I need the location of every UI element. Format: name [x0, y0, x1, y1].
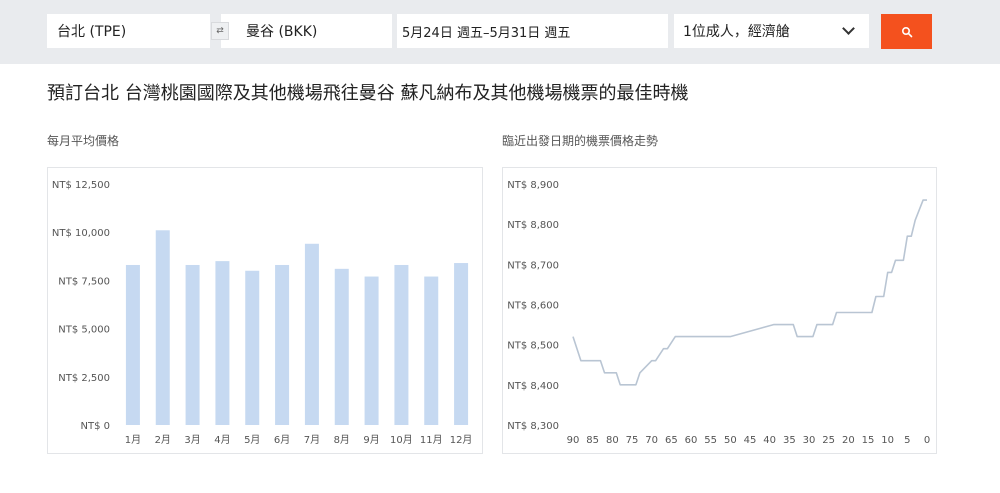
x-tick-label: 25 [822, 435, 835, 446]
x-tick-label: 0 [924, 435, 930, 446]
origin-value: 台北 (TPE) [57, 24, 127, 40]
x-tick-label: 55 [704, 435, 717, 446]
x-tick-label: 6月 [274, 434, 290, 446]
passenger-class-select[interactable]: 1位成人，經濟艙 [674, 14, 869, 48]
y-tick-label: NT$ 0 [81, 421, 111, 432]
x-tick-label: 65 [665, 435, 678, 446]
x-tick-label: 45 [744, 435, 757, 446]
y-tick-label: NT$ 8,300 [507, 421, 559, 432]
x-tick-label: 3月 [184, 434, 200, 446]
price-trend-line [572, 199, 927, 386]
x-tick-label: 15 [862, 435, 875, 446]
passenger-class-value: 1位成人，經濟艙 [683, 24, 790, 40]
monthly-price-chart-panel: NT$ 0 NT$ 2,500 NT$ 5,000 NT$ 7,500 NT$ 10,0… [47, 167, 483, 454]
x-tick-label: 9月 [363, 434, 379, 446]
y-tick-label: NT$ 10,000 [52, 228, 110, 239]
x-tick-label: 7月 [304, 434, 320, 446]
x-tick-label: 5月 [244, 434, 260, 446]
monthly-price-chart: NT$ 0 NT$ 2,500 NT$ 5,000 NT$ 7,500 NT$ 10,0… [52, 180, 473, 446]
bar-7 [304, 243, 319, 425]
y-tick-label: NT$ 8,900 [507, 180, 559, 191]
bar-5 [245, 270, 260, 425]
price-trend-chart: NT$ 8,300 NT$ 8,400 NT$ 8,500 NT$ 8,600 NT$ … [507, 180, 930, 446]
x-tick-label: 70 [645, 435, 658, 446]
x-tick-label: 20 [842, 435, 855, 446]
x-tick-label: 80 [606, 435, 619, 446]
x-tick-label: 60 [685, 435, 698, 446]
x-tick-label: 10月 [390, 434, 413, 446]
x-tick-label: 10 [881, 435, 894, 446]
bar-4 [215, 261, 230, 425]
x-tick-label: 40 [763, 435, 776, 446]
trend-chart-title: 臨近出發日期的機票價格走勢 [502, 134, 659, 148]
origin-field[interactable]: 台北 (TPE) [47, 14, 210, 48]
y-tick-label: NT$ 8,600 [507, 301, 559, 312]
price-trend-chart-panel: NT$ 8,300 NT$ 8,400 NT$ 8,500 NT$ 8,600 NT$ … [502, 167, 937, 454]
x-tick-label: 50 [724, 435, 737, 446]
destination-field[interactable]: 曼谷 (BKK) [221, 14, 392, 48]
x-tick-label: 8月 [334, 434, 350, 446]
date-range-field[interactable]: 5月24日 週五–5月31日 週五 [397, 14, 668, 48]
destination-value: 曼谷 (BKK) [246, 24, 318, 40]
x-tick-label: 4月 [214, 434, 230, 446]
bar-8 [334, 268, 349, 425]
x-tick-label: 75 [626, 435, 639, 446]
swap-icon[interactable]: ⇄ [211, 22, 229, 40]
bar-11 [424, 276, 439, 425]
x-tick-label: 30 [803, 435, 816, 446]
x-tick-label: 85 [586, 435, 599, 446]
y-tick-label: NT$ 8,800 [507, 220, 559, 231]
y-tick-label: NT$ 8,400 [507, 381, 559, 392]
chevron-down-icon [842, 22, 855, 35]
bar-2 [155, 230, 170, 425]
bar-1 [125, 264, 140, 425]
y-tick-label: NT$ 7,500 [58, 276, 110, 287]
bar-9 [364, 276, 379, 425]
bar-12 [454, 263, 469, 425]
date-range-value: 5月24日 週五–5月31日 週五 [402, 25, 571, 41]
page-title: 預訂台北 台灣桃園國際及其他機場飛往曼谷 蘇凡納布及其他機場機票的最佳時機 [47, 83, 689, 104]
y-tick-label: NT$ 12,500 [52, 180, 110, 191]
x-tick-label: 90 [567, 435, 580, 446]
x-tick-label: 1月 [125, 434, 141, 446]
x-tick-label: 5 [904, 435, 910, 446]
bar-10 [394, 264, 409, 425]
x-tick-label: 2月 [155, 434, 171, 446]
x-tick-label: 12月 [450, 434, 473, 446]
search-icon [901, 26, 912, 37]
y-tick-label: NT$ 8,500 [507, 341, 559, 352]
x-tick-label: 35 [783, 435, 796, 446]
search-bar: 台北 (TPE) 曼谷 (BKK) ⇄ 5月24日 週五–5月31日 週五 1位… [0, 0, 1000, 64]
bar-3 [185, 264, 200, 425]
y-tick-label: NT$ 5,000 [58, 325, 110, 336]
monthly-chart-title: 每月平均價格 [47, 134, 120, 148]
y-tick-label: NT$ 8,700 [507, 260, 559, 271]
x-tick-label: 11月 [420, 434, 443, 446]
search-button[interactable] [881, 14, 932, 49]
y-tick-label: NT$ 2,500 [58, 373, 110, 384]
bar-6 [275, 264, 290, 425]
